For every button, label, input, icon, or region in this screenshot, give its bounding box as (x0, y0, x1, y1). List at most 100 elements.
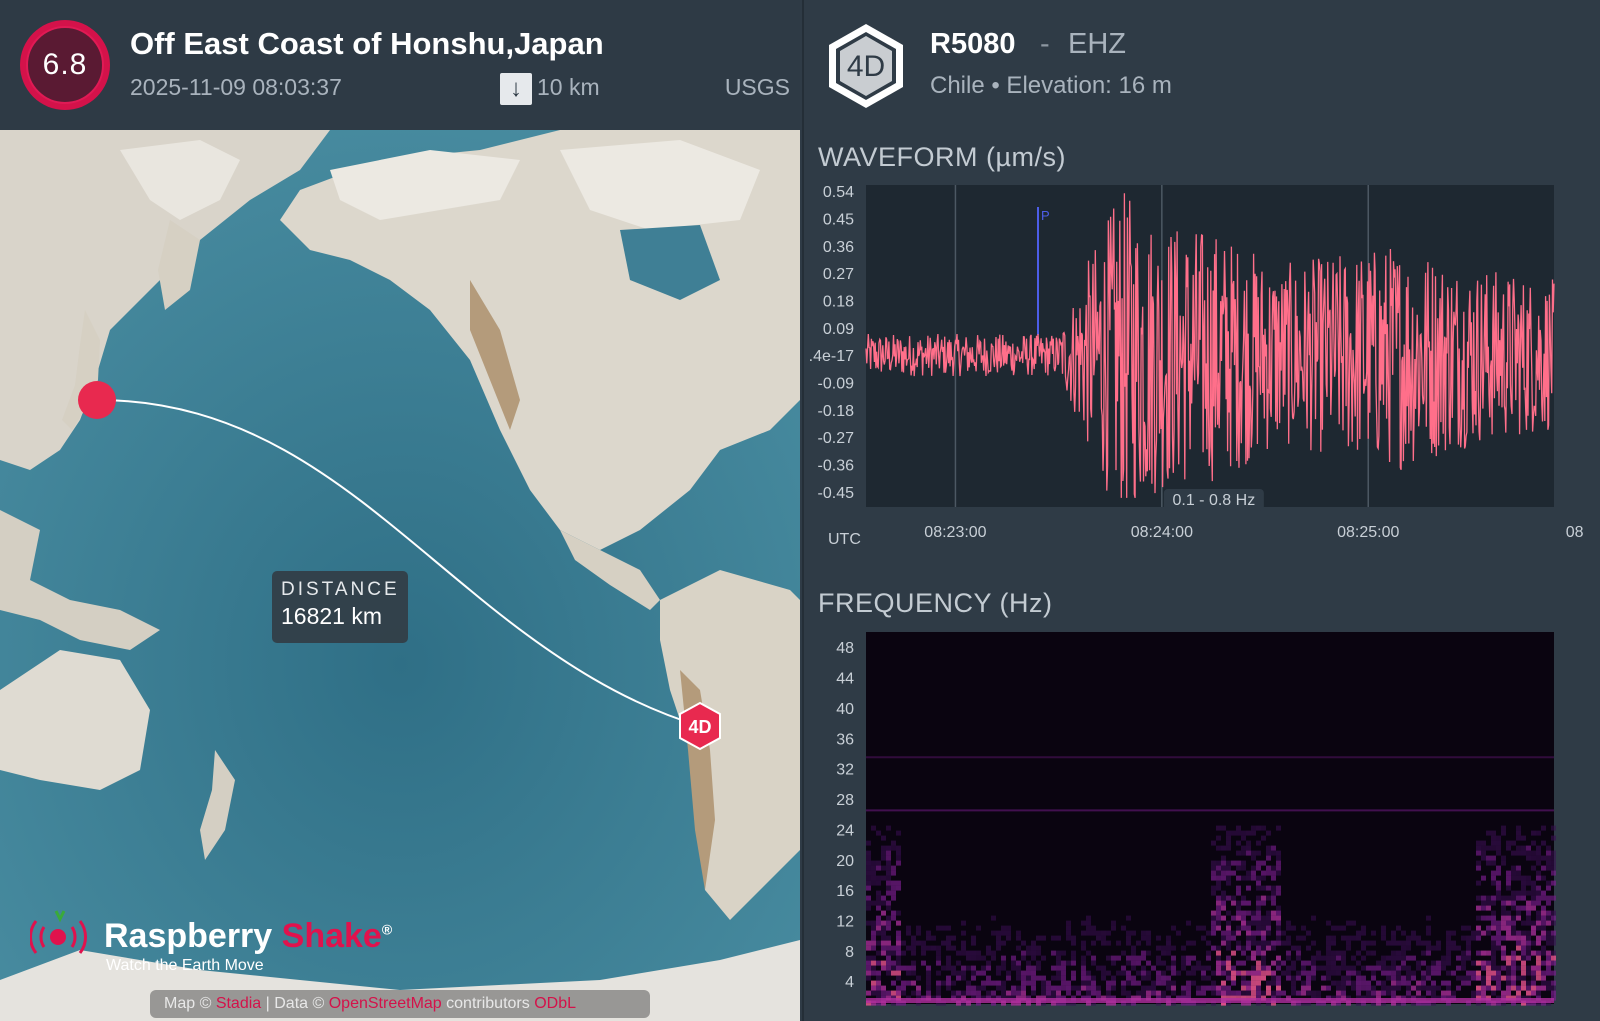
spectrogram-cell (1146, 960, 1151, 966)
spectrogram-cell (1321, 975, 1326, 981)
spectrogram-cell (1486, 970, 1491, 976)
spectrogram-cell (1226, 960, 1231, 966)
epicenter-marker[interactable] (78, 381, 116, 419)
spectrogram-cell (1416, 940, 1421, 946)
spectrogram-cell (1526, 845, 1531, 851)
spectrogram-cell (911, 970, 916, 976)
attribution-license-link[interactable]: ODbL (534, 995, 576, 1012)
spectrogram-cell (1181, 1000, 1186, 1006)
spectrogram-cell (1166, 945, 1171, 951)
spectrogram-cell (866, 885, 871, 891)
spectrogram-cell (1261, 825, 1266, 831)
spectrogram-cell (1311, 955, 1316, 961)
spectrogram-cell (881, 845, 886, 851)
spectrogram-cell (1526, 945, 1531, 951)
spectrogram-cell (896, 830, 901, 836)
spectrogram-cell (1466, 940, 1471, 946)
spectrogram-cell (1536, 875, 1541, 881)
spectrogram-cell (886, 915, 891, 921)
world-map[interactable]: 4D DISTANCE 16821 km (0, 130, 800, 1021)
waveform-chart[interactable]: 0.540.450.360.270.180.09.4e-17-0.09-0.18… (804, 0, 1600, 570)
spectrogram-cell (1276, 850, 1281, 856)
spectrogram-cell (1506, 870, 1511, 876)
spectrogram-cell (1256, 885, 1261, 891)
spectrogram-cell (1481, 965, 1486, 971)
spectrogram-cell (1241, 845, 1246, 851)
spectrogram-cell (1471, 935, 1476, 941)
spectrogram-cell (1491, 975, 1496, 981)
spectrogram-cell (1271, 900, 1276, 906)
spectrogram-cell (1261, 935, 1266, 941)
spectrogram-cell (1201, 985, 1206, 991)
waveform-y-tick-label: .4e-17 (809, 348, 854, 365)
spectrogram-cell (1476, 850, 1481, 856)
spectrogram-cell (1276, 910, 1281, 916)
spectrogram-cell (891, 965, 896, 971)
spectrogram-cell (1521, 960, 1526, 966)
spectrogram-cell (1126, 960, 1131, 966)
waveform-y-tick-label: -0.45 (818, 485, 855, 502)
spectrogram-cell (1106, 1000, 1111, 1006)
spectrogram-cell (1446, 1000, 1451, 1006)
spectrogram-cell (1026, 945, 1031, 951)
spectrogram-cell (1111, 1000, 1116, 1006)
spectrogram-cell (1516, 965, 1521, 971)
spectrogram-cell (1256, 940, 1261, 946)
spectrogram-cell (1331, 940, 1336, 946)
spectrogram-cell (1071, 970, 1076, 976)
spectrogram-cell (1491, 915, 1496, 921)
spectrogram-cell (1221, 985, 1226, 991)
spectrogram-cell (1266, 845, 1271, 851)
spectrogram-cell (1256, 905, 1261, 911)
spectrogram-cell (1186, 970, 1191, 976)
spectrogram-cell (1251, 915, 1256, 921)
spectrogram-cell (1071, 950, 1076, 956)
spectrogram-cell (1406, 940, 1411, 946)
spectrogram-cell (1531, 830, 1536, 836)
spectrogram-cell (1426, 945, 1431, 951)
spectrogram-cell (1281, 940, 1286, 946)
spectrogram-cell (1086, 925, 1091, 931)
spectrogram-cell (1236, 890, 1241, 896)
spectrogram-cell (1361, 945, 1366, 951)
raspberry-shake-logo[interactable]: Raspberry Shake® Watch the Earth Move (30, 905, 410, 980)
spectrogram-cell (881, 960, 886, 966)
spectrogram-cell (1251, 825, 1256, 831)
spectrogram-cell (1431, 990, 1436, 996)
spectrogram-cell (1521, 850, 1526, 856)
spectrogram-cell (981, 965, 986, 971)
spectrogram-cell (1421, 1000, 1426, 1006)
spectrogram-cell (1436, 965, 1441, 971)
spectrogram-cell (1156, 960, 1161, 966)
spectrogram-cell (1361, 940, 1366, 946)
spectrogram-cell (1461, 955, 1466, 961)
spectrogram-cell (876, 925, 881, 931)
spectrogram-cell (1216, 965, 1221, 971)
spectrogram-cell (1011, 955, 1016, 961)
spectrogram-cell (1511, 850, 1516, 856)
spectrogram-cell (1106, 930, 1111, 936)
spectrogram-cell (1336, 925, 1341, 931)
siberia-snow (120, 140, 240, 220)
spectrogram-cell (1241, 915, 1246, 921)
spectrogram-cell (996, 935, 1001, 941)
spectrogram-cell (1211, 945, 1216, 951)
station-marker-label: 4D (688, 717, 711, 737)
spectrogram-cell (1001, 980, 1006, 986)
spectrogram-cell (941, 1000, 946, 1006)
spectrogram-cell (1051, 1000, 1056, 1006)
station-marker[interactable] (679, 701, 721, 751)
attribution-osm-link[interactable]: OpenStreetMap (328, 995, 442, 1012)
spectrogram-cell (1306, 945, 1311, 951)
spectrogram-cell (906, 925, 911, 931)
spectrogram-cell (1261, 965, 1266, 971)
spectrogram-cell (916, 930, 921, 936)
spectrogram-cell (1251, 950, 1256, 956)
spectrogram-cell (1386, 955, 1391, 961)
spectrogram-cell (1141, 990, 1146, 996)
spectrogram-cell (951, 970, 956, 976)
spectrogram-cell (876, 900, 881, 906)
attribution-stadia-link[interactable]: Stadia (215, 995, 262, 1012)
spectrogram-cell (1056, 950, 1061, 956)
